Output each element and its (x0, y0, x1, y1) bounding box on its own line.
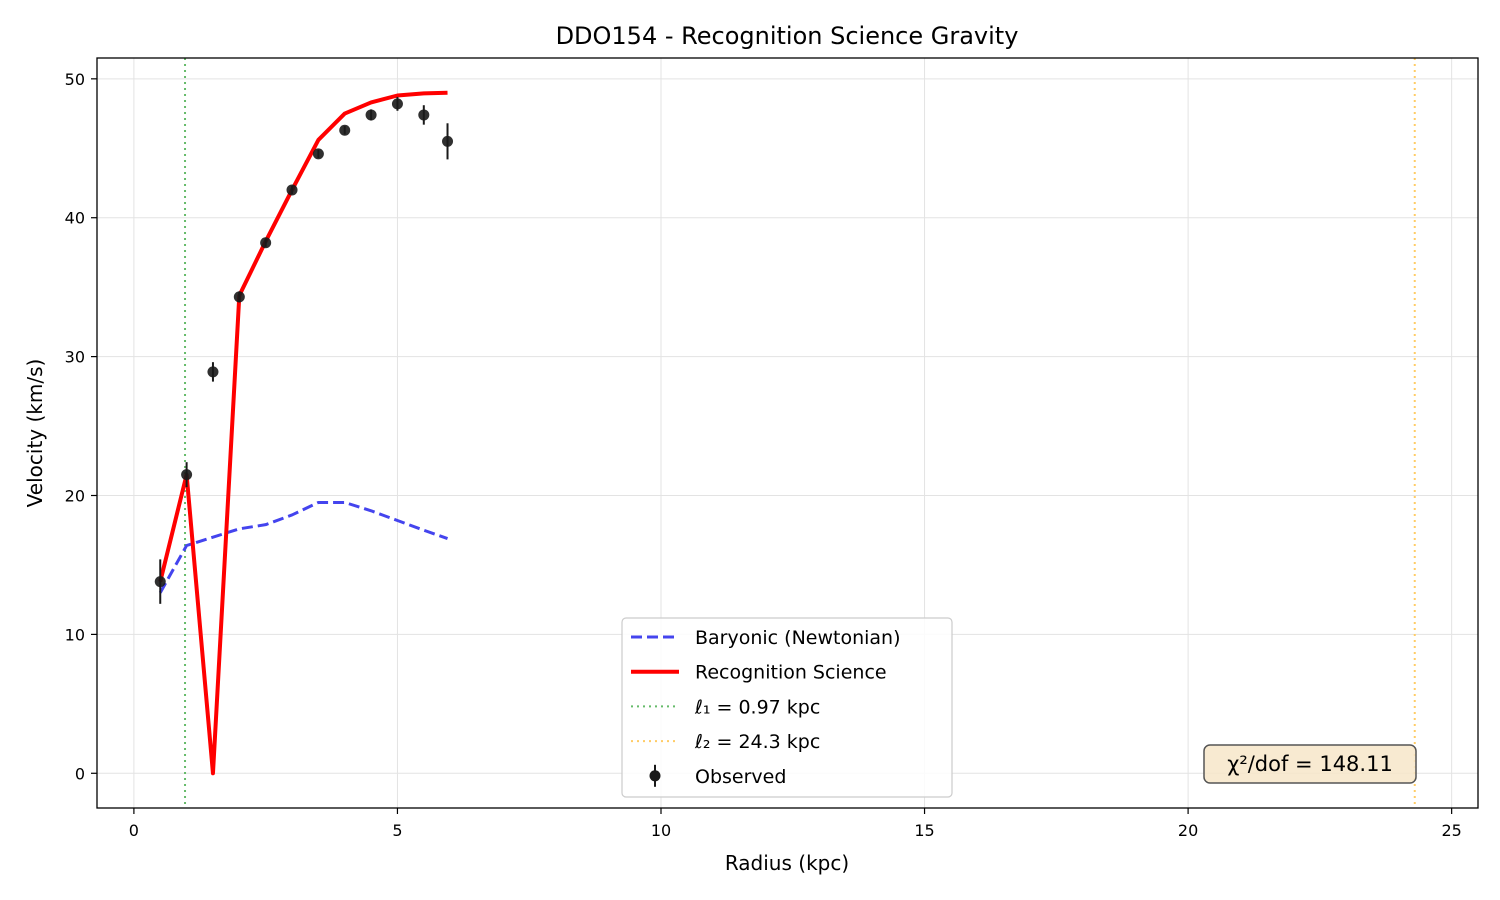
data-point (207, 366, 219, 378)
x-tick-label: 0 (129, 821, 139, 840)
recognition-series-line (158, 90, 448, 776)
data-point (286, 184, 298, 196)
legend-label: Baryonic (Newtonian) (695, 627, 901, 649)
legend-item: Baryonic (Newtonian) (631, 627, 901, 649)
y-axis: 0 10 20 30 40 50 (65, 70, 97, 783)
legend-item: Recognition Science (631, 662, 887, 684)
data-point (260, 237, 272, 249)
data-point (233, 291, 245, 303)
x-axis: 0 5 10 15 20 25 (129, 808, 1462, 840)
data-point (365, 109, 377, 121)
y-axis-label: Velocity (km/s) (23, 359, 47, 508)
y-tick-label: 10 (65, 625, 85, 644)
data-point (442, 135, 454, 147)
chart-title: DDO154 - Recognition Science Gravity (556, 22, 1019, 50)
data-point (418, 109, 430, 121)
annotation-text: χ²/dof = 148.11 (1227, 752, 1393, 776)
y-tick-label: 0 (75, 764, 85, 783)
plot-frame (96, 57, 1479, 809)
data-point (312, 148, 324, 160)
legend-box (621, 617, 953, 798)
legend: Baryonic (Newtonian) Recognition Science ℓ… (621, 617, 953, 798)
reference-lines (184, 58, 1416, 808)
baryonic-series-line (158, 500, 449, 594)
legend-label: Observed (695, 766, 786, 788)
x-tick-label: 10 (651, 821, 671, 840)
data-point (154, 576, 166, 588)
legend-swatch-point (649, 770, 661, 782)
x-tick-label: 15 (914, 821, 934, 840)
y-tick-label: 30 (65, 348, 85, 367)
data-point (391, 98, 403, 110)
data-point (339, 124, 351, 136)
annotation-box (1203, 744, 1417, 784)
y-tick-label: 20 (65, 487, 85, 506)
legend-label: ℓ₂ = 24.3 kpc (694, 731, 820, 753)
x-tick-label: 5 (392, 821, 402, 840)
y-tick-label: 50 (65, 70, 85, 89)
x-tick-label: 20 (1178, 821, 1198, 840)
legend-label: ℓ₁ = 0.97 kpc (694, 696, 820, 718)
y-tick-label: 40 (65, 209, 85, 228)
observed-points (154, 96, 454, 604)
legend-item: ℓ₁ = 0.97 kpc (631, 696, 820, 718)
legend-label: Recognition Science (695, 662, 887, 684)
chi-square-annotation: χ²/dof = 148.11 (1203, 744, 1417, 784)
x-tick-label: 25 (1441, 821, 1461, 840)
x-axis-label: Radius (kpc) (725, 851, 849, 875)
legend-item: ℓ₂ = 24.3 kpc (631, 731, 820, 753)
series-layer (154, 90, 454, 776)
legend-item: Observed (649, 764, 786, 788)
data-point (181, 469, 193, 481)
